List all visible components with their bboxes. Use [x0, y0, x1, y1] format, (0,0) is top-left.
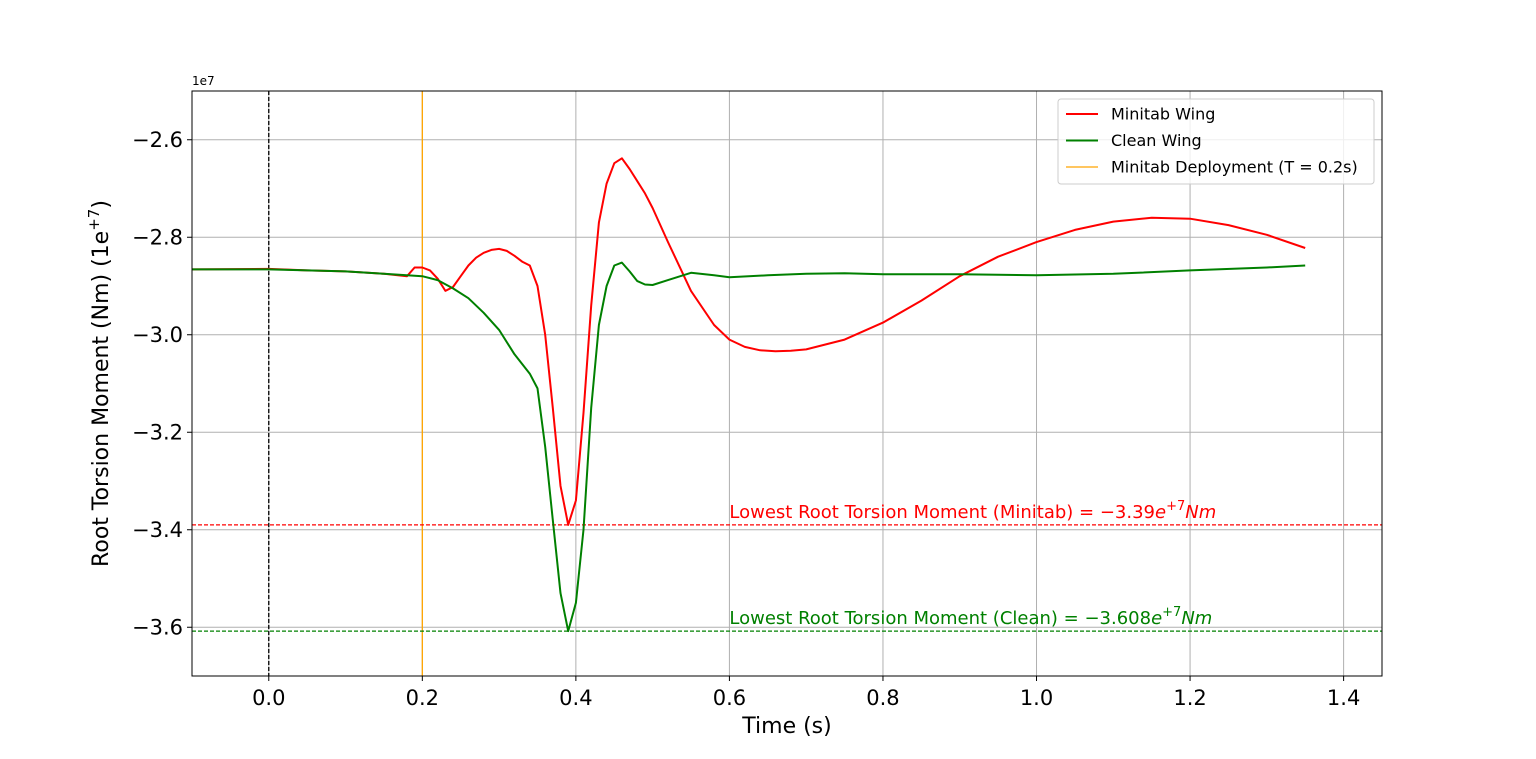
- legend-entry-clean-wing-label: Clean Wing: [1111, 131, 1202, 150]
- legend-entry-deployment-label: Minitab Deployment (T = 0.2s): [1111, 158, 1358, 177]
- x-tick-label: 0.6: [713, 686, 746, 710]
- annotation-unit: Nm: [1181, 608, 1212, 629]
- y-offset-label: 1e7: [192, 74, 215, 88]
- annotation-base: e: [1155, 502, 1166, 523]
- y-axis-label: Root Torsion Moment (Nm) (1e+7): [85, 200, 114, 567]
- y-tick-label: −3.4: [132, 518, 183, 542]
- axis-ticks: 0.0 0.2 0.4 0.6 0.8 1.0 1.2 1.4 −2.6 −2.8 −3.0 −3.2…: [132, 128, 1360, 710]
- x-tick-label: 1.2: [1173, 686, 1206, 710]
- y-tick-label: −2.8: [132, 225, 183, 249]
- x-tick-label: 0.2: [406, 686, 439, 710]
- x-axis-label: Time (s): [741, 714, 831, 739]
- x-tick-label: 0.8: [866, 686, 899, 710]
- plot-frame: [191, 90, 1383, 677]
- annotation-sup: +7: [1166, 499, 1185, 514]
- reference-lines: [192, 91, 1382, 676]
- annotation-base: e: [1151, 608, 1162, 629]
- x-tick-label: 0.0: [252, 686, 285, 710]
- legend-entry-minitab-wing-label: Minitab Wing: [1111, 105, 1215, 124]
- y-axis-label-close: ): [89, 200, 114, 209]
- annotation-text: Lowest Root Torsion Moment (Clean) = −3.…: [729, 608, 1151, 629]
- legend-box: [1057, 98, 1375, 185]
- legend: Minitab Wing Clean Wing Minitab Deployment…: [1057, 98, 1375, 185]
- x-tick-label: 1.0: [1020, 686, 1053, 710]
- annotation-sup: +7: [1162, 605, 1181, 620]
- y-tick-label: −2.6: [132, 128, 183, 152]
- annotation-clean-min: Lowest Root Torsion Moment (Clean) = −3.…: [729, 605, 1212, 629]
- series-line-minitab-wing: [191, 157, 1306, 526]
- y-tick-label: −3.6: [132, 615, 183, 639]
- x-tick-label: 1.4: [1327, 686, 1360, 710]
- annotation-unit: Nm: [1185, 502, 1216, 523]
- annotation-text: Lowest Root Torsion Moment (Minitab) = −…: [729, 502, 1155, 523]
- y-axis-label-main: Root Torsion Moment (Nm) (1e: [89, 231, 114, 567]
- annotations: Lowest Root Torsion Moment (Minitab) = −…: [729, 499, 1216, 629]
- series-group: [191, 157, 1306, 633]
- y-tick-label: −3.0: [132, 323, 183, 347]
- y-axis-label-sup: +7: [85, 209, 103, 231]
- y-tick-label: −3.2: [132, 420, 183, 444]
- x-tick-label: 0.4: [559, 686, 592, 710]
- series-line-clean-wing: [192, 261, 1306, 633]
- annotation-minitab-min: Lowest Root Torsion Moment (Minitab) = −…: [729, 499, 1216, 523]
- grid: [192, 91, 1382, 676]
